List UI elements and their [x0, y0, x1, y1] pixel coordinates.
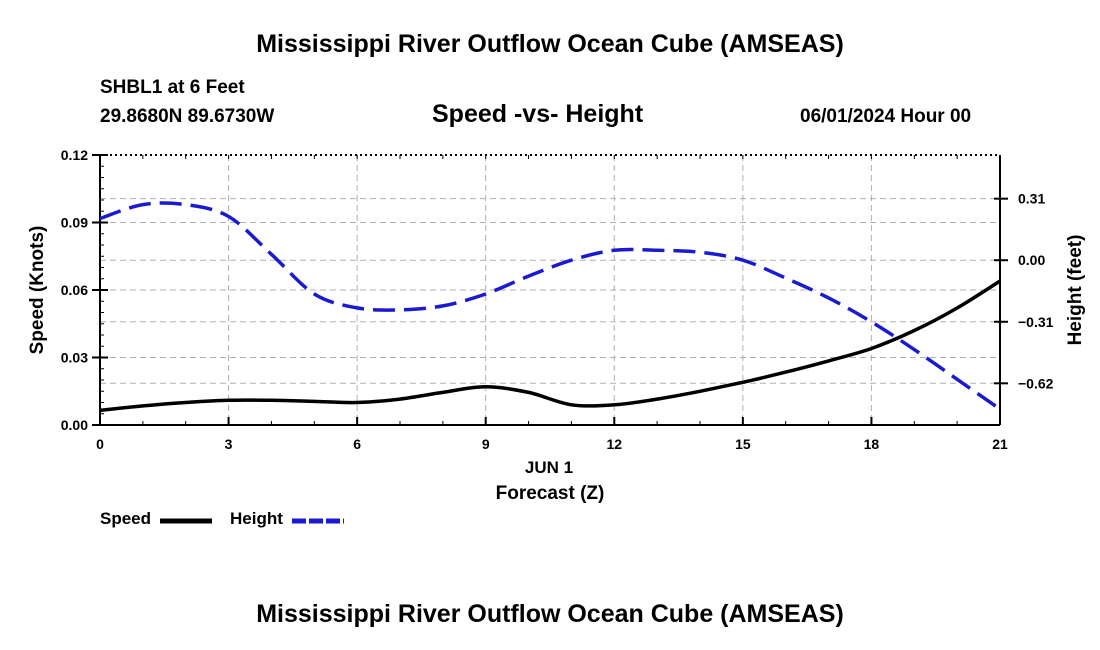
legend-speed: Speed [100, 509, 151, 529]
x-tick-label: 3 [225, 436, 233, 452]
series-line-height [99, 201, 1001, 411]
y-right-tick-label: −0.62 [1018, 375, 1054, 391]
y-left-tick-label: 0.00 [61, 417, 88, 433]
y-left-tick-label: 0.03 [61, 350, 88, 366]
y-right-tick-label: 0.31 [1018, 191, 1045, 207]
datetime-label: 06/01/2024 Hour 00 [800, 106, 972, 127]
station-label: SHBL1 at 6 Feet [100, 77, 245, 98]
coordinates-label: 29.8680N 89.6730W [100, 106, 275, 127]
y-right-tick-label: 0.00 [1018, 252, 1045, 268]
main-title: Mississippi River Outflow Ocean Cube (AM… [256, 30, 844, 58]
x-tick-label: 18 [864, 436, 880, 452]
x-axis-label: Forecast (Z) [495, 483, 605, 504]
x-tick-label: 0 [96, 436, 104, 452]
x-date-label: JUN 1 [524, 458, 574, 477]
y-left-tick-label: 0.09 [61, 215, 88, 231]
legend-speed-swatch [160, 518, 212, 524]
legend-speed-label: Speed [100, 509, 152, 528]
y-right-tick-label: −0.31 [1018, 314, 1054, 330]
y-left-tick-label: 0.06 [61, 282, 88, 298]
series-line-speed [99, 279, 1001, 413]
x-tick-label: 21 [992, 436, 1008, 452]
legend-height-label: Height [230, 509, 283, 528]
x-tick-label: 15 [735, 436, 751, 452]
x-tick-label: 6 [353, 436, 361, 452]
x-tick-label: 12 [606, 436, 622, 452]
legend-height: Height [230, 509, 283, 529]
bottom-title: Mississippi River Outflow Ocean Cube (AM… [256, 600, 844, 628]
x-tick-label: 9 [482, 436, 490, 452]
chart-subtitle: Speed -vs- Height [432, 100, 644, 128]
legend-height-swatch [292, 518, 344, 524]
y-left-tick-label: 0.12 [61, 147, 88, 163]
